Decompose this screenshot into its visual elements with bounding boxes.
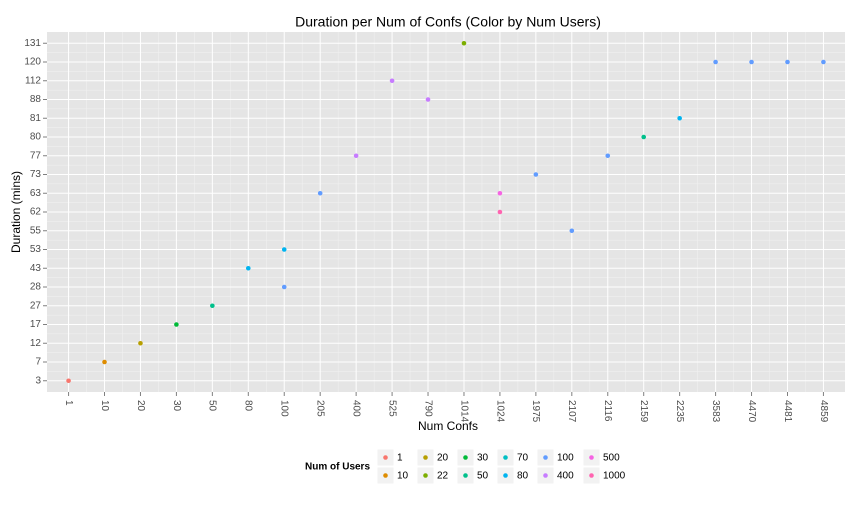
point — [102, 359, 107, 365]
point — [713, 59, 718, 65]
point — [461, 40, 467, 46]
point — [569, 228, 575, 234]
point — [605, 153, 611, 159]
x-tick-label: 525 — [386, 400, 397, 417]
point — [245, 265, 251, 271]
y-tick-label: 27 — [30, 300, 42, 311]
y-tick-label: 62 — [30, 207, 42, 218]
x-tick-label: 4859 — [818, 400, 829, 423]
point — [497, 190, 503, 196]
x-tick-label: 790 — [422, 400, 433, 417]
legend-marker — [383, 473, 388, 478]
legend-label: 80 — [517, 471, 529, 482]
legend-label: 1000 — [603, 471, 626, 482]
legend-marker — [463, 473, 468, 478]
x-tick-label: 4470 — [746, 400, 757, 423]
x-tick-label: 2116 — [602, 400, 613, 422]
legend-label: 30 — [477, 453, 489, 464]
point — [281, 284, 287, 290]
y-tick-label: 53 — [30, 244, 42, 255]
x-tick-label: 1014 — [458, 400, 469, 423]
x-tick-label: 2107 — [566, 400, 577, 423]
legend-label: 400 — [557, 471, 574, 482]
legend-marker — [589, 473, 594, 478]
point — [317, 190, 323, 196]
legend-marker — [423, 455, 428, 460]
legend-marker — [383, 455, 388, 460]
legend-label: 70 — [517, 453, 529, 464]
x-tick-label: 10 — [99, 400, 110, 412]
point — [497, 209, 503, 215]
point — [210, 303, 215, 309]
legend-label: 10 — [397, 471, 409, 482]
x-tick-label: 4481 — [782, 400, 793, 423]
legend-marker — [423, 473, 428, 478]
y-tick-label: 73 — [30, 169, 42, 180]
legend-marker — [463, 455, 468, 460]
x-tick-label: 30 — [171, 400, 182, 412]
x-tick-label: 50 — [207, 400, 218, 412]
point — [174, 322, 179, 327]
legend-marker — [543, 455, 548, 460]
point — [281, 247, 287, 252]
y-tick-label: 3 — [35, 375, 41, 386]
y-tick-label: 55 — [30, 225, 42, 236]
point — [749, 59, 754, 65]
point — [138, 340, 143, 346]
point — [785, 59, 790, 65]
point — [353, 153, 359, 159]
x-tick-label: 1 — [63, 400, 74, 406]
legend-label: 500 — [603, 453, 620, 464]
point — [66, 378, 71, 384]
legend-label: 22 — [437, 471, 449, 482]
x-tick-label: 20 — [135, 400, 146, 412]
x-tick-label: 2235 — [674, 400, 685, 423]
legend-label: 100 — [557, 453, 574, 464]
y-tick-label: 17 — [30, 319, 42, 330]
legend-label: 50 — [477, 471, 489, 482]
legend-marker — [503, 473, 508, 478]
point — [677, 115, 682, 121]
y-tick-label: 12 — [30, 338, 42, 349]
x-axis-title: Num Confs — [418, 419, 478, 433]
point — [425, 97, 431, 102]
x-tick-label: 205 — [315, 400, 326, 417]
y-tick-label: 7 — [35, 357, 41, 368]
x-tick-label: 3583 — [710, 400, 721, 423]
legend-marker — [503, 455, 508, 460]
point — [641, 134, 647, 140]
y-tick-label: 131 — [24, 38, 41, 49]
y-tick-label: 77 — [30, 150, 42, 161]
legend-marker — [543, 473, 548, 478]
point — [821, 59, 826, 65]
y-axis-title: Duration (mins) — [9, 171, 23, 253]
y-tick-label: 28 — [30, 282, 42, 293]
x-tick-label: 400 — [350, 400, 361, 417]
y-tick-label: 43 — [30, 263, 42, 274]
y-tick-label: 80 — [30, 132, 42, 143]
legend-label: 1 — [397, 453, 403, 464]
y-tick-label: 120 — [24, 57, 41, 68]
x-tick-label: 1975 — [530, 400, 541, 423]
y-tick-label: 112 — [25, 75, 41, 86]
chart-title: Duration per Num of Confs (Color by Num … — [295, 14, 601, 30]
legend-title: Num of Users — [305, 462, 370, 473]
x-tick-label: 1024 — [494, 400, 505, 423]
y-tick-label: 88 — [30, 94, 42, 105]
point — [533, 172, 539, 177]
legend-label: 20 — [437, 453, 449, 464]
y-tick-label: 81 — [30, 113, 42, 124]
x-tick-label: 80 — [243, 400, 254, 412]
point — [389, 78, 395, 84]
x-tick-label: 2159 — [638, 400, 649, 423]
legend-marker — [589, 455, 594, 460]
x-tick-label: 100 — [279, 400, 290, 417]
y-tick-label: 63 — [30, 188, 42, 199]
